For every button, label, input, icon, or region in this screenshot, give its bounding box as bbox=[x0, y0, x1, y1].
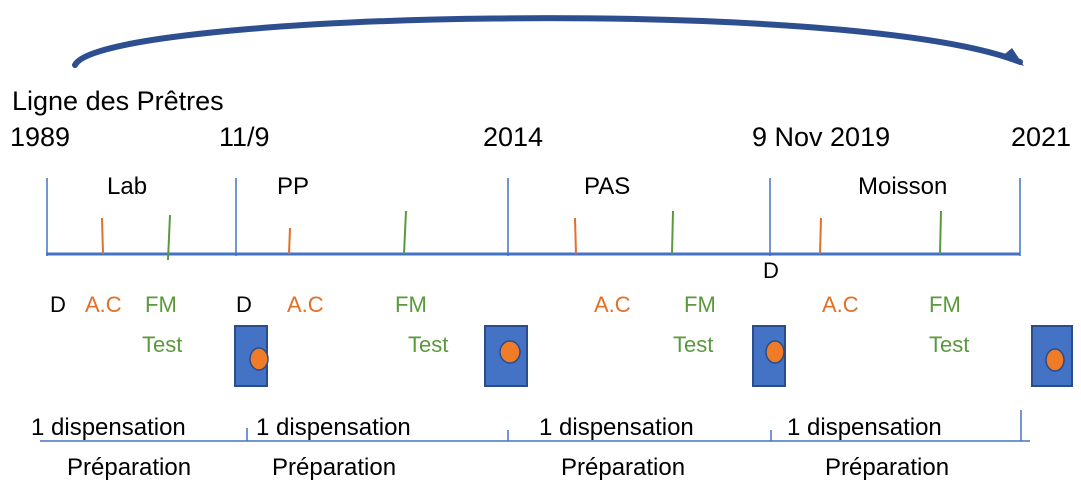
event-test: Test bbox=[673, 332, 714, 357]
cycle-arrow-icon bbox=[72, 15, 1023, 68]
dispensation-label: 1 dispensation bbox=[31, 414, 186, 441]
axis-marker: D bbox=[763, 258, 779, 283]
fm-tick-1 bbox=[167, 214, 171, 261]
date-label: 2021 bbox=[1011, 122, 1072, 152]
fm-tick-3 bbox=[671, 210, 674, 255]
event-d: D bbox=[236, 292, 252, 317]
event-fm: FM bbox=[929, 292, 961, 317]
dispensation-marker-4 bbox=[1031, 325, 1073, 387]
event-ac: A.C bbox=[594, 292, 631, 317]
arrow-head-icon bbox=[1000, 48, 1024, 66]
event-fm: FM bbox=[395, 292, 427, 317]
period-label: PAS bbox=[584, 173, 631, 200]
ac-tick-4 bbox=[819, 217, 822, 255]
dispensation-label: 1 dispensation bbox=[539, 414, 694, 441]
date-label: 2014 bbox=[483, 122, 544, 152]
dot-icon bbox=[765, 340, 785, 364]
fm-tick-2 bbox=[403, 210, 407, 255]
period-label: PP bbox=[277, 173, 310, 200]
event-test: Test bbox=[142, 332, 183, 357]
dot-icon bbox=[249, 347, 269, 371]
date-label: 1989 bbox=[10, 122, 71, 152]
dispensation-marker-1 bbox=[234, 325, 269, 387]
fm-tick-4 bbox=[939, 210, 942, 255]
dispensation-label: 1 dispensation bbox=[256, 414, 411, 441]
dispensation-marker-3 bbox=[752, 325, 786, 387]
event-fm: FM bbox=[684, 292, 716, 317]
preparation-label: Préparation bbox=[67, 454, 192, 481]
preparation-label: Préparation bbox=[825, 454, 950, 481]
dot-icon bbox=[499, 340, 521, 364]
event-ac: A.C bbox=[822, 292, 859, 317]
diagram-title: Ligne des Prêtres bbox=[12, 86, 224, 116]
event-d: D bbox=[50, 292, 66, 317]
ac-tick-3 bbox=[574, 217, 577, 255]
event-test: Test bbox=[929, 332, 970, 357]
preparation-label: Préparation bbox=[272, 454, 397, 481]
ac-tick-1 bbox=[101, 217, 104, 255]
period-label: Lab bbox=[107, 173, 148, 200]
preparation-label: Préparation bbox=[561, 454, 686, 481]
date-label: 11/9 bbox=[219, 122, 270, 152]
ac-tick-2 bbox=[288, 227, 291, 255]
dot-icon bbox=[1045, 348, 1065, 372]
period-label: Moisson bbox=[858, 173, 948, 200]
event-fm: FM bbox=[145, 292, 177, 317]
dispensation-marker-2 bbox=[484, 325, 528, 387]
date-label: 9 Nov 2019 bbox=[752, 122, 891, 152]
event-ac: A.C bbox=[85, 292, 122, 317]
event-ac: A.C bbox=[287, 292, 324, 317]
dispensation-label: 1 dispensation bbox=[787, 414, 942, 441]
event-test: Test bbox=[408, 332, 449, 357]
